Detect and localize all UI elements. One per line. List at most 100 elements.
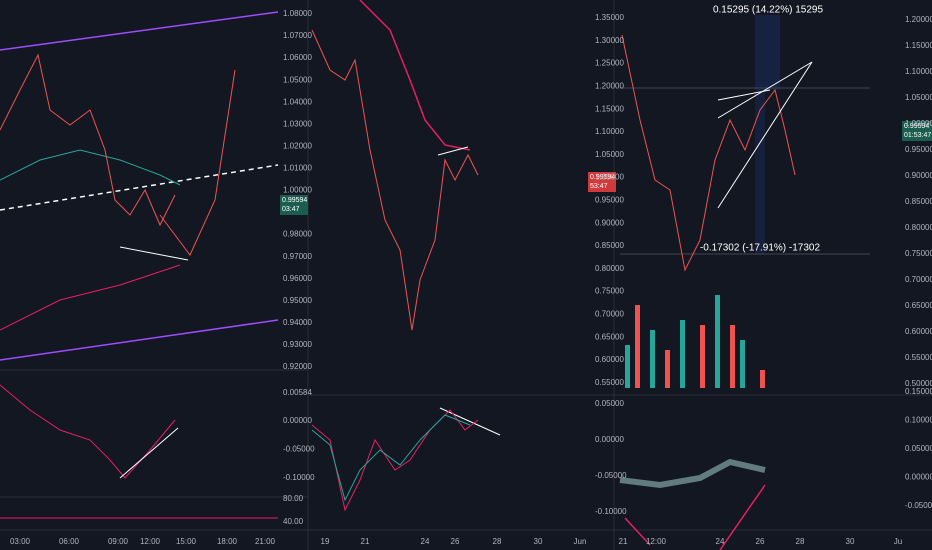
- axis-label: 1.08000: [283, 9, 312, 18]
- time-label: 18:00: [217, 537, 238, 546]
- axis-label: 1.15000: [905, 41, 932, 50]
- price-tag-timer: 53:47: [590, 183, 608, 190]
- axis-label: 1.05000: [283, 75, 312, 84]
- price-tag: 0.99594: [282, 197, 307, 204]
- axis-label: 1.03000: [283, 119, 312, 128]
- time-label: 26: [756, 537, 765, 546]
- axis-label: -0.10000: [283, 473, 315, 482]
- axis-label: -0.05000: [283, 445, 315, 454]
- time-label: 19: [321, 537, 330, 546]
- axis-label: 1.30000: [595, 36, 624, 45]
- axis-label: 0.97000: [283, 252, 312, 261]
- axis-label: 1.06000: [283, 53, 312, 62]
- axis-label: -0.05000: [595, 471, 627, 480]
- axis-label: 1.02000: [283, 141, 312, 150]
- axis-label: 0.50000: [905, 379, 932, 388]
- axis-label: 0.05000: [905, 444, 932, 453]
- time-label: 24: [421, 537, 430, 546]
- axis-label: 0.15000: [905, 387, 932, 396]
- axis-label: 1.05000: [905, 93, 932, 102]
- axis-label: 0.95000: [283, 296, 312, 305]
- time-label: 30: [846, 537, 855, 546]
- axis-label: 40.00: [283, 517, 304, 526]
- axis-label: -0.05000: [905, 501, 932, 510]
- panel-2-drawings: [311, 0, 501, 512]
- axis-label: 80.00: [283, 494, 304, 503]
- axis-label: 0.60000: [595, 355, 624, 364]
- axis-label: 0.95000: [595, 196, 624, 205]
- time-label: 21:00: [255, 537, 276, 546]
- axis-label: 0.98000: [283, 230, 312, 239]
- axis-label: 0.00000: [905, 473, 932, 482]
- axis-label: 0.60000: [905, 327, 932, 336]
- axis-label: 1.07000: [283, 31, 312, 40]
- axis-label: -0.10000: [595, 507, 627, 516]
- axis-label: 1.20000: [905, 15, 932, 24]
- time-label: 28: [796, 537, 805, 546]
- axis-label: 1.25000: [595, 59, 624, 68]
- time-label: Jun: [574, 537, 587, 546]
- axis-label: 0.85000: [595, 241, 624, 250]
- time-label: 28: [493, 537, 502, 546]
- time-label: 15:00: [176, 537, 197, 546]
- axis-label: 0.90000: [905, 171, 932, 180]
- panel-3-drawings: [619, 15, 870, 550]
- axis-label: 1.35000: [595, 13, 624, 22]
- axis-label: 1.00000: [283, 186, 312, 195]
- measure-down: -0.17302 (-17.91%) -17302: [700, 243, 821, 254]
- axis-label: 1.20000: [595, 82, 624, 91]
- axis-label: 1.15000: [595, 104, 624, 113]
- time-label: 12:00: [140, 537, 161, 546]
- axis-label: 0.00000: [283, 416, 312, 425]
- axis-label: 0.95000: [905, 145, 932, 154]
- price-tag-box: [588, 172, 616, 192]
- volume-label: 0.00584: [283, 388, 312, 397]
- axis-label: 0.10000: [905, 416, 932, 425]
- axis-label: 0.55000: [595, 378, 624, 387]
- price-tag-timer: 03:47: [282, 206, 300, 213]
- time-label: 30: [534, 537, 543, 546]
- axis-label: 0.65000: [595, 332, 624, 341]
- time-label: 26: [451, 537, 460, 546]
- time-label: 24: [716, 537, 725, 546]
- axis-label: 0.94000: [283, 318, 312, 327]
- time-label: 03:00: [10, 537, 31, 546]
- axis-label: 1.01000: [283, 164, 312, 173]
- axis-label: 0.90000: [595, 218, 624, 227]
- axis-label: 0.70000: [905, 275, 932, 284]
- measure-up: 0.15295 (14.22%) 15295: [713, 5, 824, 16]
- axis-label: 0.55000: [905, 353, 932, 362]
- axis-label: 0.93000: [283, 340, 312, 349]
- axis-label: 0.80000: [905, 223, 932, 232]
- time-label: 12:00: [646, 537, 667, 546]
- axis-label: 0.00000: [595, 435, 624, 444]
- axis-label: 1.00000: [905, 119, 932, 128]
- axis-label: 1.00000: [595, 173, 624, 182]
- price-tag-timer: 01:53:47: [904, 132, 931, 139]
- axis-label: 0.85000: [905, 197, 932, 206]
- axis-label: 0.70000: [595, 310, 624, 319]
- time-label: 21: [619, 537, 628, 546]
- axis-label: 0.92000: [283, 362, 312, 371]
- axis-label: 1.04000: [283, 97, 312, 106]
- time-label: Ju: [894, 537, 902, 546]
- axis-label: 0.75000: [595, 287, 624, 296]
- price-tag: 0.99594: [904, 123, 929, 130]
- price-tag-box: [280, 195, 308, 215]
- time-label: 06:00: [59, 537, 80, 546]
- axis-label: 0.75000: [905, 249, 932, 258]
- price-tag: 0.99594: [590, 174, 615, 181]
- axis-label: 1.05000: [595, 150, 624, 159]
- price-tag-box: [902, 121, 932, 141]
- panel-1-drawings: [0, 11, 279, 519]
- axis-label: 0.80000: [595, 264, 624, 273]
- axis-label: 1.10000: [595, 127, 624, 136]
- axis-label: 0.05000: [595, 399, 624, 408]
- time-label: 21: [361, 537, 370, 546]
- axis-label: 0.65000: [905, 301, 932, 310]
- axis-label: 0.96000: [283, 274, 312, 283]
- axis-label: 1.10000: [905, 67, 932, 76]
